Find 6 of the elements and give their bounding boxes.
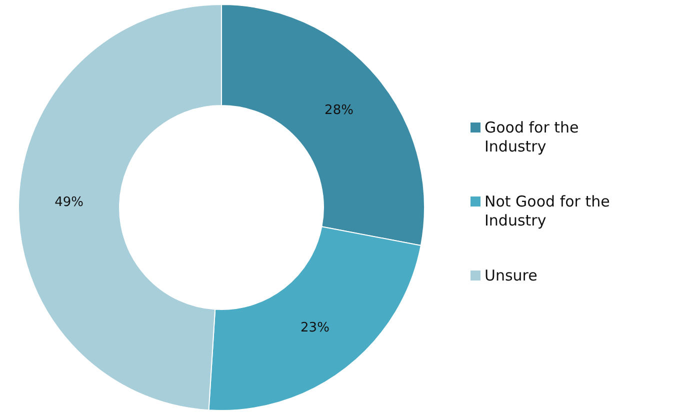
legend-label: Unsure: [484, 266, 538, 284]
data-label: 49%: [54, 195, 84, 210]
legend-label: Good for the Industry: [484, 118, 579, 156]
legend-label: Not Good for the Industry: [484, 192, 610, 230]
data-label: 23%: [300, 320, 330, 336]
data-label: 28%: [324, 102, 354, 118]
